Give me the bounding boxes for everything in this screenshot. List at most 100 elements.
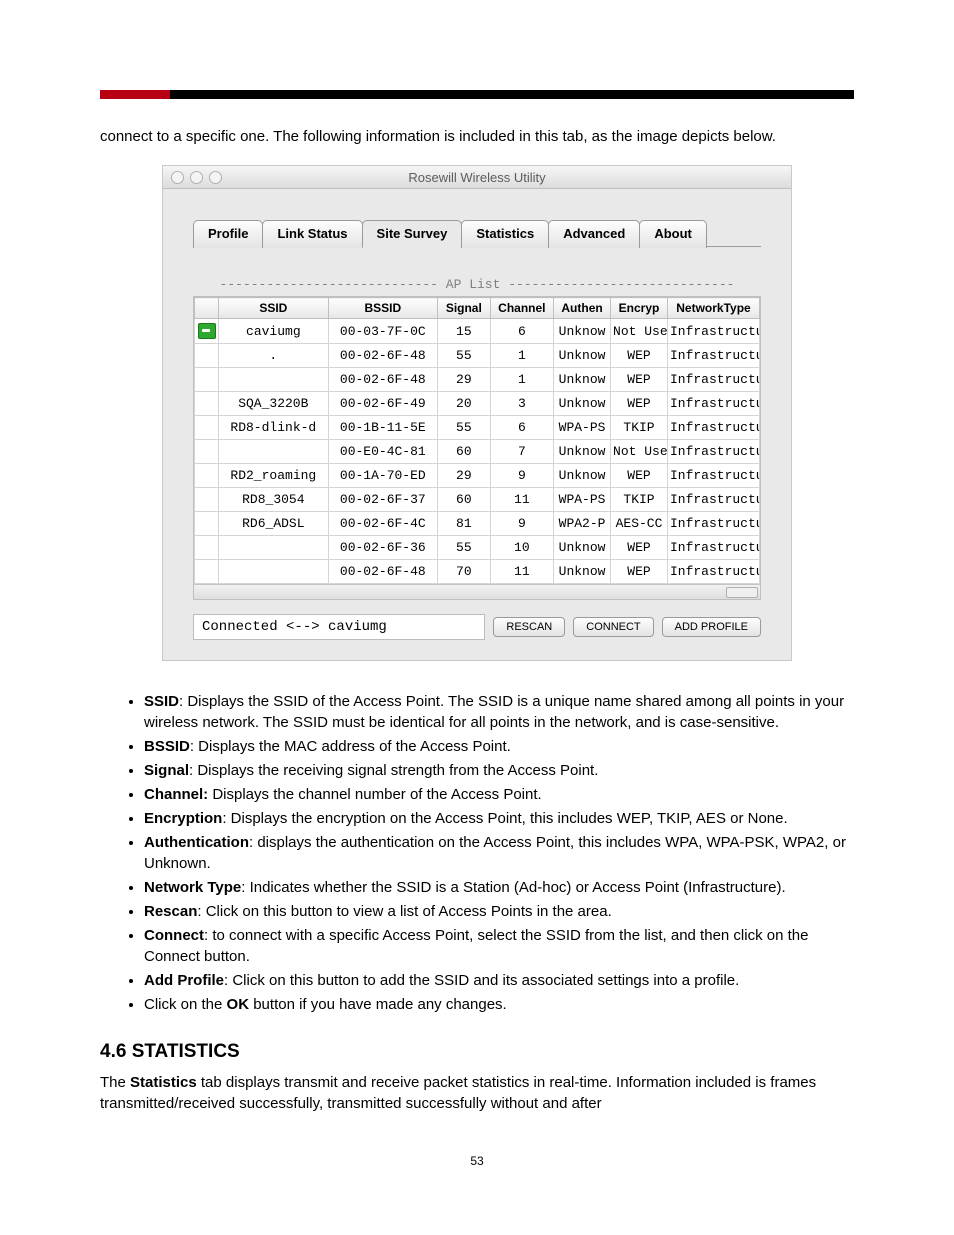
cell-encryp: AES-CC [611, 512, 668, 536]
cell-channel: 7 [490, 440, 554, 464]
list-item: Encryption: Displays the encryption on t… [144, 808, 854, 829]
col-authen[interactable]: Authen [554, 298, 611, 319]
table-row[interactable]: RD8_305400-02-6F-376011WPA-PSTKIPInfrast… [195, 488, 760, 512]
cell-ntype: Infrastructu [667, 368, 759, 392]
col-ssid[interactable]: SSID [219, 298, 328, 319]
table-row[interactable]: .00-02-6F-48551UnknowWEPInfrastructu [195, 344, 760, 368]
cell-ntype: Infrastructu [667, 464, 759, 488]
cell-ntype: Infrastructu [667, 344, 759, 368]
table-row[interactable]: 00-02-6F-365510UnknowWEPInfrastructu [195, 536, 760, 560]
header-bar-black [170, 90, 854, 99]
cell-ntype: Infrastructu [667, 440, 759, 464]
connected-icon [195, 392, 219, 416]
table-row[interactable]: 00-E0-4C-81607UnknowNot UseInfrastructu [195, 440, 760, 464]
cell-encryp: TKIP [611, 488, 668, 512]
cell-bssid: 00-E0-4C-81 [328, 440, 437, 464]
col-channel[interactable]: Channel [490, 298, 554, 319]
col-encryp[interactable]: Encryp [611, 298, 668, 319]
list-item: Network Type: Indicates whether the SSID… [144, 877, 854, 898]
add-profile-button[interactable]: ADD PROFILE [662, 617, 761, 637]
cell-channel: 11 [490, 488, 554, 512]
cell-bssid: 00-02-6F-48 [328, 344, 437, 368]
connected-icon [195, 319, 219, 344]
table-row[interactable]: RD6_ADSL00-02-6F-4C819WPA2-PAES-CCInfras… [195, 512, 760, 536]
cell-bssid: 00-02-6F-48 [328, 560, 437, 584]
cell-authen: WPA-PS [554, 416, 611, 440]
tab-site-survey[interactable]: Site Survey [362, 220, 463, 248]
table-row[interactable]: RD8-dlink-d00-1B-11-5E556WPA-PSTKIPInfra… [195, 416, 760, 440]
cell-ssid [219, 536, 328, 560]
list-item: Add Profile: Click on this button to add… [144, 970, 854, 991]
tab-profile[interactable]: Profile [193, 220, 263, 248]
app-window: Rosewill Wireless Utility ProfileLink St… [162, 165, 792, 661]
table-row[interactable]: 00-02-6F-487011UnknowWEPInfrastructu [195, 560, 760, 584]
titlebar: Rosewill Wireless Utility [163, 166, 791, 189]
col-ntype[interactable]: NetworkType [667, 298, 759, 319]
cell-authen: Unknow [554, 319, 611, 344]
col-icon[interactable] [195, 298, 219, 319]
header-bar-red [100, 90, 170, 99]
cell-channel: 10 [490, 536, 554, 560]
cell-signal: 15 [438, 319, 491, 344]
cell-signal: 60 [438, 488, 491, 512]
tab-link-status[interactable]: Link Status [262, 220, 362, 248]
list-item: BSSID: Displays the MAC address of the A… [144, 736, 854, 757]
cell-authen: Unknow [554, 440, 611, 464]
header-bar [100, 90, 854, 99]
cell-bssid: 00-1A-70-ED [328, 464, 437, 488]
connected-icon [195, 368, 219, 392]
connect-button[interactable]: CONNECT [573, 617, 653, 637]
cell-bssid: 00-02-6F-49 [328, 392, 437, 416]
cell-authen: WPA-PS [554, 488, 611, 512]
cell-ntype: Infrastructu [667, 512, 759, 536]
cell-signal: 29 [438, 368, 491, 392]
cell-channel: 6 [490, 416, 554, 440]
connection-status: Connected <--> caviumg [193, 614, 485, 640]
tab-advanced[interactable]: Advanced [548, 220, 640, 248]
list-item: Channel: Displays the channel number of … [144, 784, 854, 805]
cell-channel: 1 [490, 344, 554, 368]
cell-ssid: caviumg [219, 319, 328, 344]
cell-signal: 60 [438, 440, 491, 464]
cell-ssid: RD8_3054 [219, 488, 328, 512]
cell-signal: 55 [438, 344, 491, 368]
cell-bssid: 00-02-6F-48 [328, 368, 437, 392]
list-item: Signal: Displays the receiving signal st… [144, 760, 854, 781]
connected-icon [195, 464, 219, 488]
cell-bssid: 00-03-7F-0C [328, 319, 437, 344]
cell-signal: 55 [438, 536, 491, 560]
connected-icon [195, 536, 219, 560]
cell-encryp: WEP [611, 344, 668, 368]
table-row[interactable]: RD2_roaming00-1A-70-ED299UnknowWEPInfras… [195, 464, 760, 488]
connected-icon [195, 560, 219, 584]
rescan-button[interactable]: RESCAN [493, 617, 565, 637]
cell-authen: Unknow [554, 368, 611, 392]
cell-ntype: Infrastructu [667, 488, 759, 512]
connected-icon [195, 488, 219, 512]
section-heading: 4.6 STATISTICS [100, 1041, 854, 1063]
table-row[interactable]: caviumg00-03-7F-0C156UnknowNot UseInfras… [195, 319, 760, 344]
table-row[interactable]: SQA_3220B00-02-6F-49203UnknowWEPInfrastr… [195, 392, 760, 416]
cell-signal: 81 [438, 512, 491, 536]
cell-signal: 20 [438, 392, 491, 416]
cell-ssid [219, 560, 328, 584]
col-bssid[interactable]: BSSID [328, 298, 437, 319]
horizontal-scrollbar[interactable] [194, 584, 760, 599]
list-item: Rescan: Click on this button to view a l… [144, 901, 854, 922]
tab-statistics[interactable]: Statistics [461, 220, 549, 248]
cell-bssid: 00-02-6F-36 [328, 536, 437, 560]
cell-ssid: RD8-dlink-d [219, 416, 328, 440]
cell-bssid: 00-02-6F-37 [328, 488, 437, 512]
cell-ssid: RD2_roaming [219, 464, 328, 488]
col-signal[interactable]: Signal [438, 298, 491, 319]
cell-signal: 55 [438, 416, 491, 440]
tab-about[interactable]: About [639, 220, 707, 248]
cell-encryp: WEP [611, 392, 668, 416]
cell-ssid: SQA_3220B [219, 392, 328, 416]
cell-encryp: WEP [611, 536, 668, 560]
cell-encryp: WEP [611, 368, 668, 392]
cell-ntype: Infrastructu [667, 536, 759, 560]
cell-ntype: Infrastructu [667, 416, 759, 440]
cell-authen: Unknow [554, 344, 611, 368]
table-row[interactable]: 00-02-6F-48291UnknowWEPInfrastructu [195, 368, 760, 392]
